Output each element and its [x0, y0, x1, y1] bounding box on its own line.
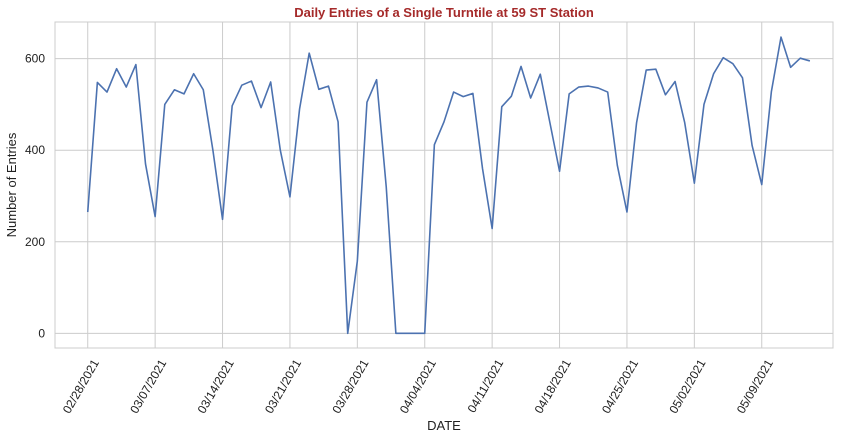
x-tick-label: 03/07/2021 [127, 357, 169, 416]
series-line [86, 36, 811, 335]
x-tick-label: 05/02/2021 [666, 357, 708, 416]
x-axis-label: DATE [427, 418, 461, 433]
x-tick-label: 02/28/2021 [60, 357, 102, 416]
x-tick-label: 04/18/2021 [532, 357, 574, 416]
x-tick-label: 05/09/2021 [734, 357, 776, 416]
y-tick-label: 200 [25, 235, 45, 249]
chart-title: Daily Entries of a Single Turntile at 59… [294, 5, 594, 20]
x-tick-label: 03/14/2021 [195, 357, 237, 416]
y-tick-label: 0 [38, 326, 45, 340]
grid-lines [55, 22, 833, 348]
x-tick-label: 03/28/2021 [329, 357, 371, 416]
y-tick-label: 400 [25, 143, 45, 157]
y-tick-label: 600 [25, 52, 45, 66]
plot-background [55, 22, 833, 348]
x-tick-label: 04/25/2021 [599, 357, 641, 416]
plot-frame [54, 21, 834, 349]
x-tick-label: 04/11/2021 [465, 357, 507, 416]
x-tick-label: 03/21/2021 [262, 357, 304, 416]
x-tick-label: 04/04/2021 [397, 357, 439, 416]
y-tick-labels: 0 200 400 600 [25, 52, 45, 341]
x-tick-labels: 02/28/2021 03/07/2021 03/14/2021 03/21/2021… [60, 357, 776, 416]
y-axis-label: Number of Entries [4, 132, 19, 237]
